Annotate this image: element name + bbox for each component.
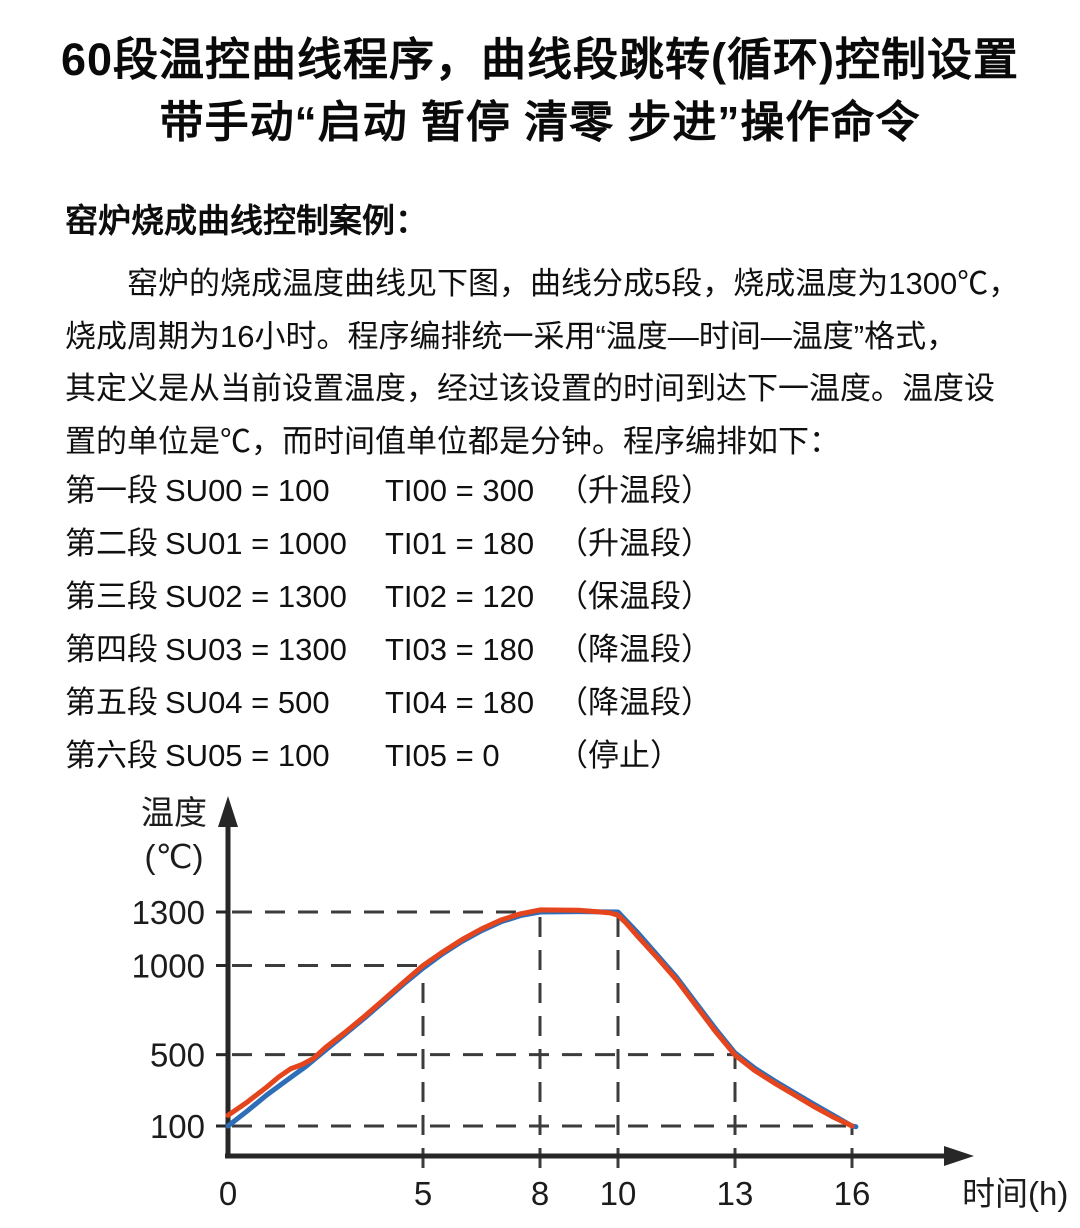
x-tick-label: 13	[717, 1175, 754, 1212]
segment-note: （停止）	[557, 738, 681, 773]
segment-label: 第六段	[65, 738, 158, 773]
page-title-line2: 带手动“启动 暂停 清零 步进”操作命令	[159, 98, 921, 147]
program-list: 第一段 SU00 = 100 TI00 = 300 （升温段） 第二段 SU01…	[65, 464, 1025, 782]
section-heading: 窑炉烧成曲线控制案例：	[65, 202, 428, 239]
program-row: 第一段 SU00 = 100 TI00 = 300 （升温段）	[65, 464, 1025, 517]
segment-label: 第四段	[65, 632, 158, 667]
y-tick-label: 1000	[132, 948, 205, 985]
y-tick-label: 500	[150, 1037, 205, 1074]
segment-label: 第二段	[65, 526, 158, 561]
ti-value: TI03 = 180	[385, 632, 535, 667]
y-axis-arrow	[218, 796, 238, 827]
segment-label: 第三段	[65, 579, 158, 614]
ti-value: TI04 = 180	[385, 685, 535, 720]
su-value: SU04 = 500	[165, 685, 330, 720]
program-row: 第二段 SU01 = 1000 TI01 = 180 （升温段）	[65, 517, 1025, 570]
x-tick-label: 10	[600, 1175, 637, 1212]
x-tick-label: 8	[531, 1175, 549, 1212]
firing-curve-chart: 100 500 1000 1300 0 5 8 10 13 16 温度 (℃) 时间(h)	[0, 780, 1080, 1223]
segment-note: （保温段）	[557, 579, 712, 614]
y-tick-label: 1300	[132, 894, 205, 931]
actual-curve-red	[225, 907, 855, 1129]
page-title-line1: 60段温控曲线程序，曲线段跳转(循环)控制设置	[60, 34, 1020, 85]
x-tick-label: 16	[834, 1175, 871, 1212]
y-tick-label: 100	[150, 1108, 205, 1145]
paragraph-line: 置的单位是℃，而时间值单位都是分钟。程序编排如下：	[65, 423, 840, 459]
description-paragraph: 窑炉的烧成温度曲线见下图，曲线分成5段，烧成温度为1300℃， 烧成周期为16小…	[65, 258, 1025, 468]
x-axis-arrow	[944, 1146, 974, 1166]
y-axis-unit: (℃)	[144, 838, 203, 875]
set-curve-blue	[225, 909, 859, 1130]
paragraph-line: 其定义是从当前设置温度，经过该设置的时间到达下一温度。温度设	[65, 371, 995, 406]
ti-value: TI01 = 180	[385, 526, 535, 561]
segment-note: （升温段）	[557, 526, 712, 561]
x-tick-label: 0	[219, 1175, 237, 1212]
paragraph-line: 烧成周期为16小时。程序编排统一采用“温度—时间—温度”格式，	[65, 318, 958, 354]
su-value: SU01 = 1000	[165, 526, 347, 561]
su-value: SU02 = 1300	[165, 579, 347, 614]
su-value: SU00 = 100	[165, 473, 330, 508]
y-axis-title: 温度	[141, 794, 207, 831]
program-row: 第六段 SU05 = 100 TI05 = 0 （停止）	[65, 729, 1025, 782]
x-axis-title: 时间(h)	[962, 1175, 1068, 1212]
program-row: 第五段 SU04 = 500 TI04 = 180 （降温段）	[65, 676, 1025, 729]
su-value: SU05 = 100	[165, 738, 330, 773]
program-row: 第四段 SU03 = 1300 TI03 = 180 （降温段）	[65, 623, 1025, 676]
ti-value: TI00 = 300	[385, 473, 535, 508]
su-value: SU03 = 1300	[165, 632, 347, 667]
segment-note: （降温段）	[557, 632, 712, 667]
firing-curve-svg: 100 500 1000 1300 0 5 8 10 13 16 温度 (℃) 时间(h)	[132, 794, 1069, 1212]
ti-value: TI05 = 0	[385, 738, 500, 773]
paragraph-line: 窑炉的烧成温度曲线见下图，曲线分成5段，烧成温度为1300℃，	[127, 266, 1020, 301]
segment-label: 第一段	[65, 473, 158, 508]
ti-value: TI02 = 120	[385, 579, 535, 614]
x-tick-label: 5	[414, 1175, 432, 1212]
segment-label: 第五段	[65, 685, 158, 720]
segment-note: （升温段）	[557, 473, 712, 508]
segment-note: （降温段）	[557, 685, 712, 720]
program-row: 第三段 SU02 = 1300 TI02 = 120 （保温段）	[65, 570, 1025, 623]
